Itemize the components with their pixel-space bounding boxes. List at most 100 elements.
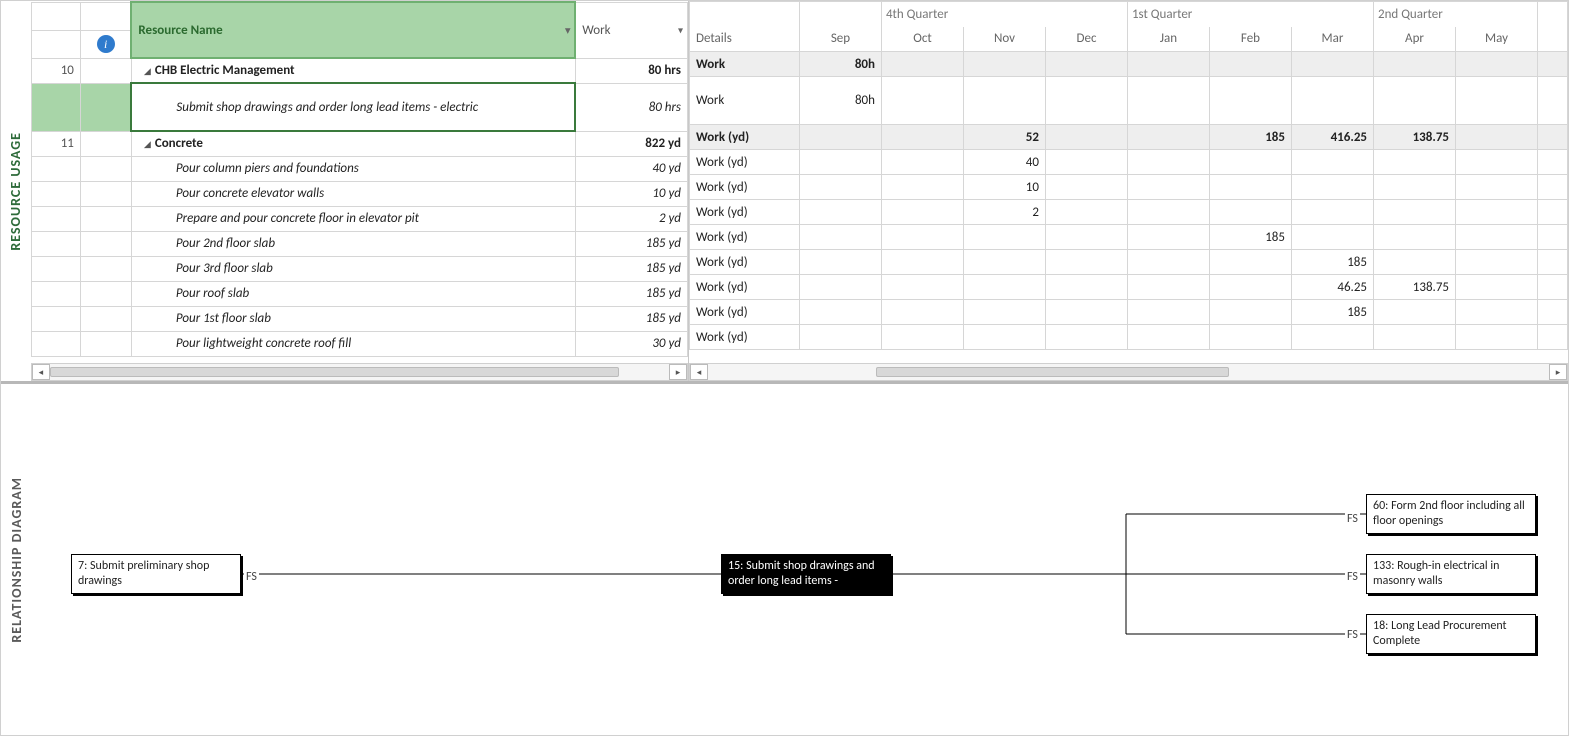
scroll-right-btn[interactable]: ▸: [669, 364, 687, 380]
value-cell[interactable]: [1045, 300, 1127, 325]
table-row[interactable]: Prepare and pour concrete floor in eleva…: [31, 206, 687, 231]
value-cell[interactable]: [1127, 200, 1209, 225]
value-cell[interactable]: [1291, 175, 1373, 200]
month-header[interactable]: Feb: [1209, 27, 1291, 52]
value-cell[interactable]: 40: [963, 150, 1045, 175]
value-cell[interactable]: [881, 325, 963, 350]
value-cell[interactable]: [963, 52, 1045, 77]
timephased-row[interactable]: Work (yd)185: [689, 225, 1567, 250]
timephased-row[interactable]: Work80h: [689, 52, 1567, 77]
value-cell[interactable]: [799, 125, 881, 150]
value-cell[interactable]: [1045, 250, 1127, 275]
month-header[interactable]: Nov: [963, 27, 1045, 52]
value-cell[interactable]: 416.25: [1291, 125, 1373, 150]
timephased-grid[interactable]: 4th Quarter1st Quarter2nd Quarter Detail…: [689, 1, 1568, 350]
table-row[interactable]: Pour 2nd floor slab185 yd: [31, 231, 687, 256]
resource-table[interactable]: Resource Name ▾ Work ▾ i 10◢CHB Electric…: [31, 1, 688, 357]
value-cell[interactable]: [1209, 52, 1291, 77]
value-cell[interactable]: [1456, 300, 1538, 325]
table-row[interactable]: Pour 3rd floor slab185 yd: [31, 256, 687, 281]
value-cell[interactable]: [799, 300, 881, 325]
value-cell[interactable]: [1456, 275, 1538, 300]
value-cell[interactable]: 138.75: [1374, 275, 1456, 300]
value-cell[interactable]: [799, 225, 881, 250]
value-cell[interactable]: [1045, 150, 1127, 175]
value-cell[interactable]: [1045, 52, 1127, 77]
value-cell[interactable]: [963, 250, 1045, 275]
value-cell[interactable]: [1456, 125, 1538, 150]
row-name[interactable]: Pour concrete elevator walls: [131, 181, 575, 206]
timephased-row[interactable]: Work80h: [689, 77, 1567, 125]
month-header[interactable]: Dec: [1045, 27, 1127, 52]
value-cell[interactable]: [1374, 77, 1456, 125]
value-cell[interactable]: [1291, 52, 1373, 77]
value-cell[interactable]: [1127, 175, 1209, 200]
value-cell[interactable]: [1456, 77, 1538, 125]
value-cell[interactable]: [1127, 275, 1209, 300]
value-cell[interactable]: [1456, 150, 1538, 175]
value-cell[interactable]: [881, 150, 963, 175]
timephased-row[interactable]: Work (yd)46.25138.75: [689, 275, 1567, 300]
value-cell[interactable]: [1291, 77, 1373, 125]
value-cell[interactable]: [1209, 200, 1291, 225]
collapse-icon[interactable]: ◢: [144, 139, 151, 150]
scroll-left-btn[interactable]: ◂: [690, 364, 708, 380]
diagram-node[interactable]: 60: Form 2nd floor including all floor o…: [1366, 494, 1536, 534]
value-cell[interactable]: [1127, 325, 1209, 350]
timephased-row[interactable]: Work (yd)2: [689, 200, 1567, 225]
row-name[interactable]: Prepare and pour concrete floor in eleva…: [131, 206, 575, 231]
value-cell[interactable]: 185: [1291, 250, 1373, 275]
value-cell[interactable]: 46.25: [1291, 275, 1373, 300]
value-cell[interactable]: 185: [1209, 225, 1291, 250]
value-cell[interactable]: [1045, 200, 1127, 225]
table-row[interactable]: Pour 1st floor slab185 yd: [31, 306, 687, 331]
row-name[interactable]: Pour 1st floor slab: [131, 306, 575, 331]
value-cell[interactable]: [881, 250, 963, 275]
value-cell[interactable]: [1209, 175, 1291, 200]
value-cell[interactable]: [1374, 175, 1456, 200]
value-cell[interactable]: [963, 225, 1045, 250]
row-name[interactable]: Pour roof slab: [131, 281, 575, 306]
value-cell[interactable]: [1456, 52, 1538, 77]
value-cell[interactable]: [799, 275, 881, 300]
value-cell[interactable]: [1127, 125, 1209, 150]
value-cell[interactable]: [1127, 250, 1209, 275]
value-cell[interactable]: [1209, 150, 1291, 175]
value-cell[interactable]: [881, 225, 963, 250]
value-cell[interactable]: [1209, 300, 1291, 325]
value-cell[interactable]: [1374, 225, 1456, 250]
header-resource-name[interactable]: Resource Name ▾: [131, 2, 575, 58]
value-cell[interactable]: [1127, 52, 1209, 77]
value-cell[interactable]: [1374, 250, 1456, 275]
row-name[interactable]: Pour 2nd floor slab: [131, 231, 575, 256]
value-cell[interactable]: [1045, 175, 1127, 200]
timephased-row[interactable]: Work (yd): [689, 325, 1567, 350]
value-cell[interactable]: [1456, 225, 1538, 250]
value-cell[interactable]: [1374, 52, 1456, 77]
table-row[interactable]: 10◢CHB Electric Management80 hrs: [31, 58, 687, 83]
month-header[interactable]: Sep: [799, 27, 881, 52]
value-cell[interactable]: [963, 325, 1045, 350]
value-cell[interactable]: [1456, 325, 1538, 350]
month-header[interactable]: Oct: [881, 27, 963, 52]
relationship-diagram[interactable]: 7: Submit preliminary shop drawings15: S…: [31, 384, 1568, 735]
timephased-row[interactable]: Work (yd)40: [689, 150, 1567, 175]
table-row[interactable]: Pour concrete elevator walls10 yd: [31, 181, 687, 206]
value-cell[interactable]: [881, 52, 963, 77]
value-cell[interactable]: [963, 300, 1045, 325]
month-header[interactable]: May: [1456, 27, 1538, 52]
value-cell[interactable]: [1209, 275, 1291, 300]
month-header[interactable]: Apr: [1374, 27, 1456, 52]
table-row[interactable]: Pour lightweight concrete roof fill30 yd: [31, 331, 687, 356]
month-header[interactable]: Jan: [1127, 27, 1209, 52]
row-name[interactable]: ◢Concrete: [131, 131, 575, 156]
dropdown-icon[interactable]: ▾: [678, 24, 683, 37]
value-cell[interactable]: [1291, 150, 1373, 175]
value-cell[interactable]: [1291, 225, 1373, 250]
value-cell[interactable]: [1456, 250, 1538, 275]
diagram-node[interactable]: 133: Rough-in electrical in masonry wall…: [1366, 554, 1536, 594]
table-row[interactable]: 11◢Concrete822 yd: [31, 131, 687, 156]
value-cell[interactable]: [1127, 150, 1209, 175]
value-cell[interactable]: [1127, 300, 1209, 325]
value-cell[interactable]: [1374, 325, 1456, 350]
